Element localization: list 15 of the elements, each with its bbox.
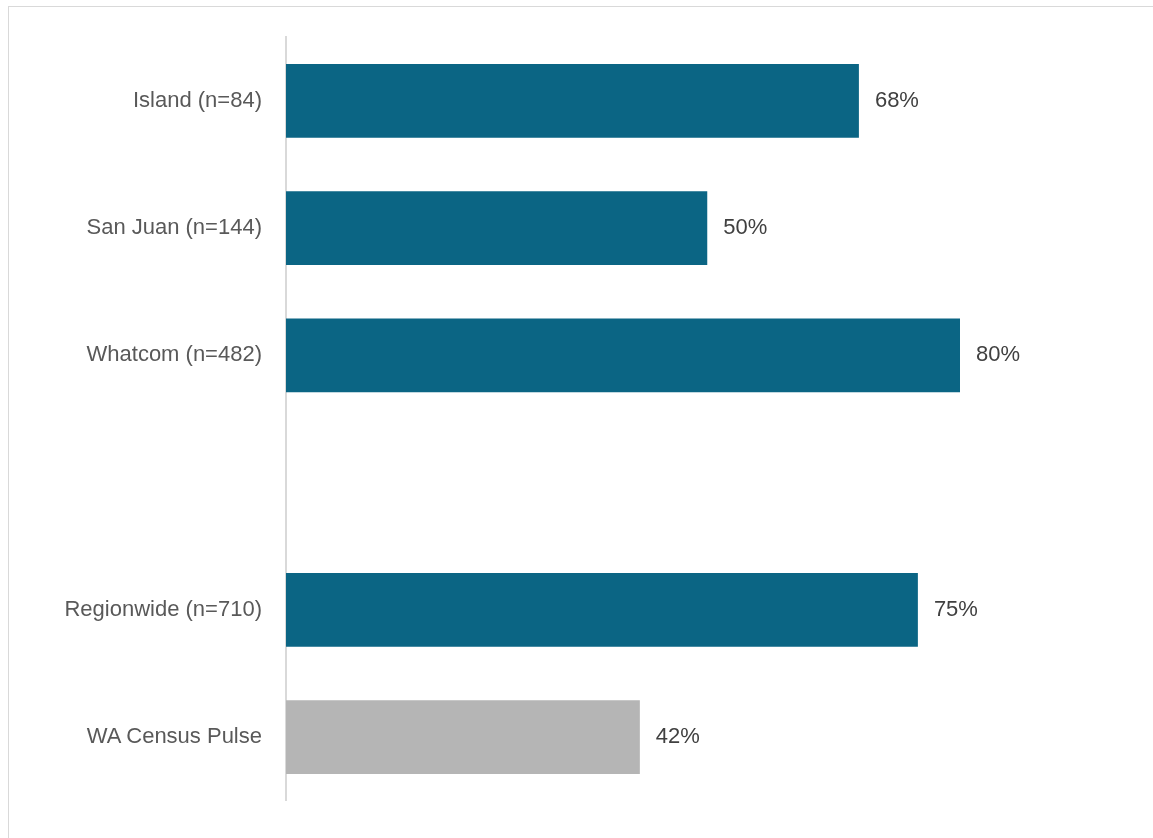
y-tick-label: WA Census Pulse [86,723,262,749]
data-label: 42% [655,723,700,749]
data-label: 80% [976,341,1021,367]
y-tick-label: San Juan (n=144) [86,214,262,240]
y-tick-label: Whatcom (n=482) [86,341,262,367]
bar [286,700,640,775]
data-label: 68% [874,86,919,112]
y-tick-label: Regionwide (n=710) [64,595,262,621]
data-label: 75% [933,595,978,621]
bar [286,318,960,393]
data-label: 50% [723,214,768,240]
bar [286,572,918,647]
y-tick-label: Island (n=84) [132,86,262,112]
bar [286,191,708,266]
bar [286,63,859,138]
